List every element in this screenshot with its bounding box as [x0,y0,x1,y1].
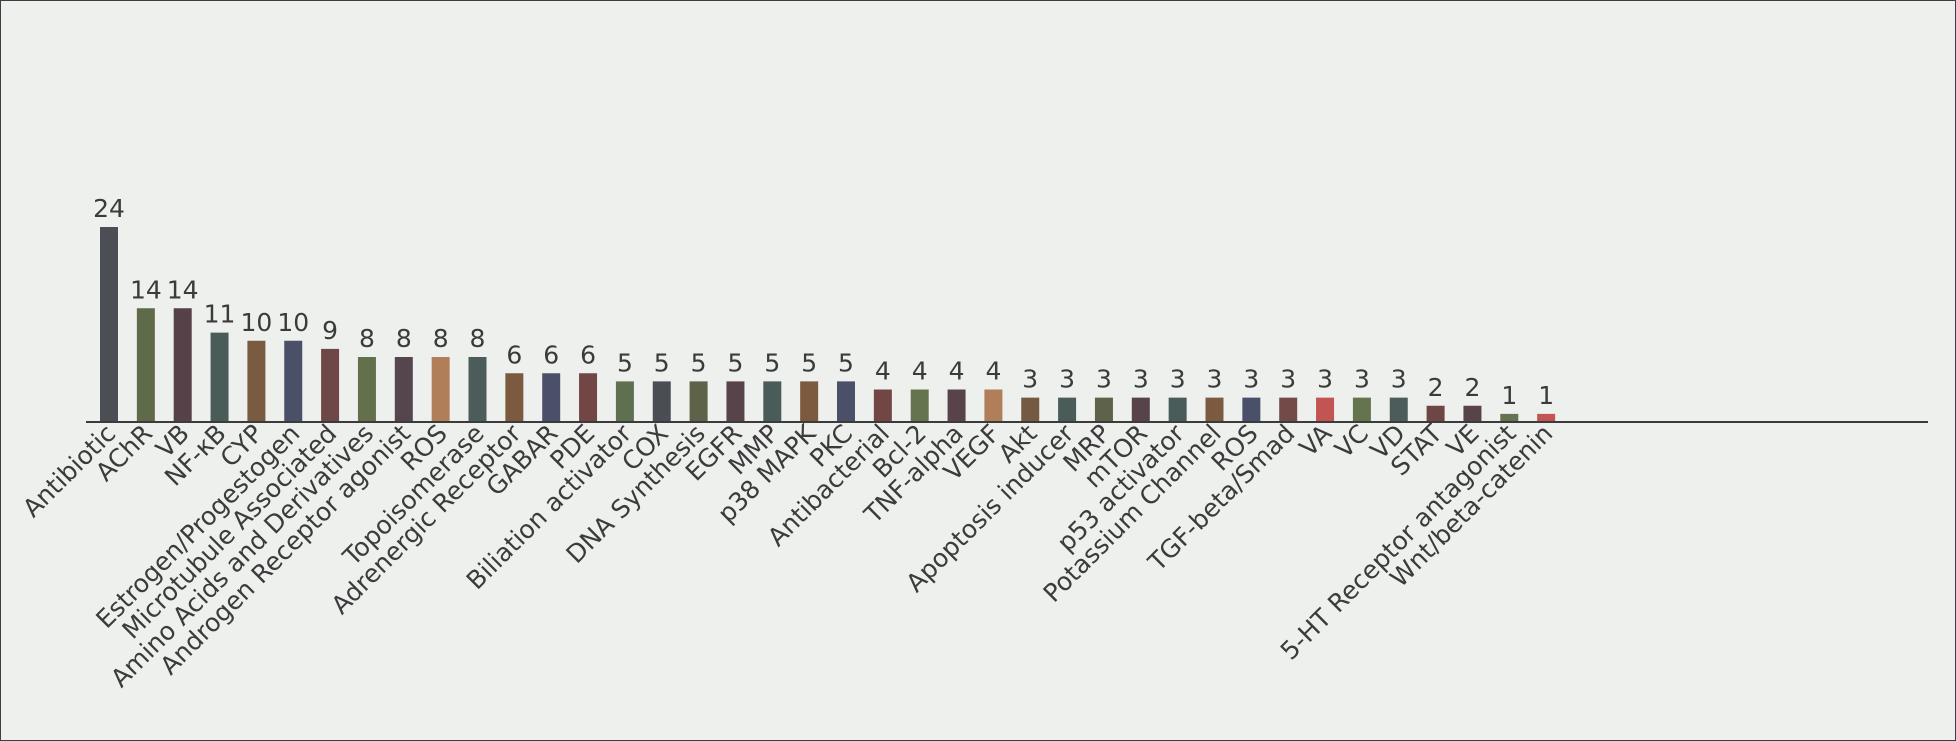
value-label-15: 5 [654,348,670,377]
bar-19 [800,381,819,423]
value-label-3: 11 [204,300,236,329]
bar-39 [1537,413,1556,423]
bar-9 [431,357,450,422]
bar-28 [1131,397,1150,423]
bar-32 [1279,397,1298,423]
bar-7 [357,357,376,422]
bar-27 [1094,397,1113,423]
bar-26 [1058,397,1077,423]
value-label-33: 3 [1317,365,1333,394]
value-label-11: 6 [506,340,522,369]
value-label-8: 8 [396,324,412,353]
bar-25 [1021,397,1040,423]
bar-17 [726,381,745,423]
bar-4 [247,340,266,422]
bar-0 [100,227,118,422]
value-label-26: 3 [1059,365,1075,394]
bar-2 [173,308,192,422]
value-label-7: 8 [359,324,375,353]
value-label-2: 14 [167,275,199,304]
bar-24 [984,389,1003,422]
bar-15 [652,381,671,423]
bar-10 [468,357,487,422]
bar-11 [505,373,524,422]
bar-16 [689,381,708,423]
bar-33 [1316,397,1335,423]
value-label-4: 10 [240,308,272,337]
value-label-22: 4 [912,357,928,386]
value-label-39: 1 [1538,381,1554,410]
value-label-32: 3 [1280,365,1296,394]
bar-1 [136,308,155,422]
bar-37 [1463,405,1482,422]
bar-6 [321,348,340,423]
value-label-13: 6 [580,340,596,369]
bar-5 [284,340,303,422]
value-label-24: 4 [985,357,1001,386]
value-label-9: 8 [433,324,449,353]
value-label-6: 9 [322,316,338,345]
value-label-35: 3 [1391,365,1407,394]
bar-34 [1352,397,1371,423]
bar-36 [1426,405,1445,422]
value-label-34: 3 [1354,365,1370,394]
value-label-31: 3 [1243,365,1259,394]
bars-group [100,227,1556,423]
value-label-29: 3 [1170,365,1186,394]
value-label-27: 3 [1096,365,1112,394]
value-label-0: 24 [93,194,125,223]
value-label-36: 2 [1428,373,1444,402]
value-label-10: 8 [470,324,486,353]
value-label-37: 2 [1464,373,1480,402]
bar-12 [542,373,561,422]
value-label-21: 4 [875,357,891,386]
bar-14 [615,381,634,423]
value-label-25: 3 [1022,365,1038,394]
value-label-14: 5 [617,348,633,377]
value-label-28: 3 [1133,365,1149,394]
value-label-16: 5 [691,348,707,377]
bar-20 [837,381,855,423]
value-label-17: 5 [727,348,743,377]
bar-3 [210,332,229,423]
x-tick-labels-group: AntibioticAChRVBNF-κBCYPEstrogen/Progest… [17,418,1558,693]
bar-13 [579,373,598,422]
bar-38 [1500,413,1519,423]
value-label-30: 3 [1207,365,1223,394]
bar-29 [1168,397,1187,423]
bar-18 [763,381,782,423]
value-label-23: 4 [949,357,965,386]
value-label-1: 14 [130,275,162,304]
value-label-38: 1 [1501,381,1517,410]
value-label-20: 5 [838,348,854,377]
value-label-19: 5 [801,348,817,377]
bar-22 [910,389,929,422]
value-label-5: 10 [277,308,309,337]
bar-21 [873,389,892,422]
bar-31 [1242,397,1261,423]
bar-8 [394,357,413,422]
bar-35 [1389,397,1408,423]
value-label-18: 5 [764,348,780,377]
bar-23 [947,389,966,422]
bar-30 [1205,397,1224,423]
value-label-12: 6 [543,340,559,369]
